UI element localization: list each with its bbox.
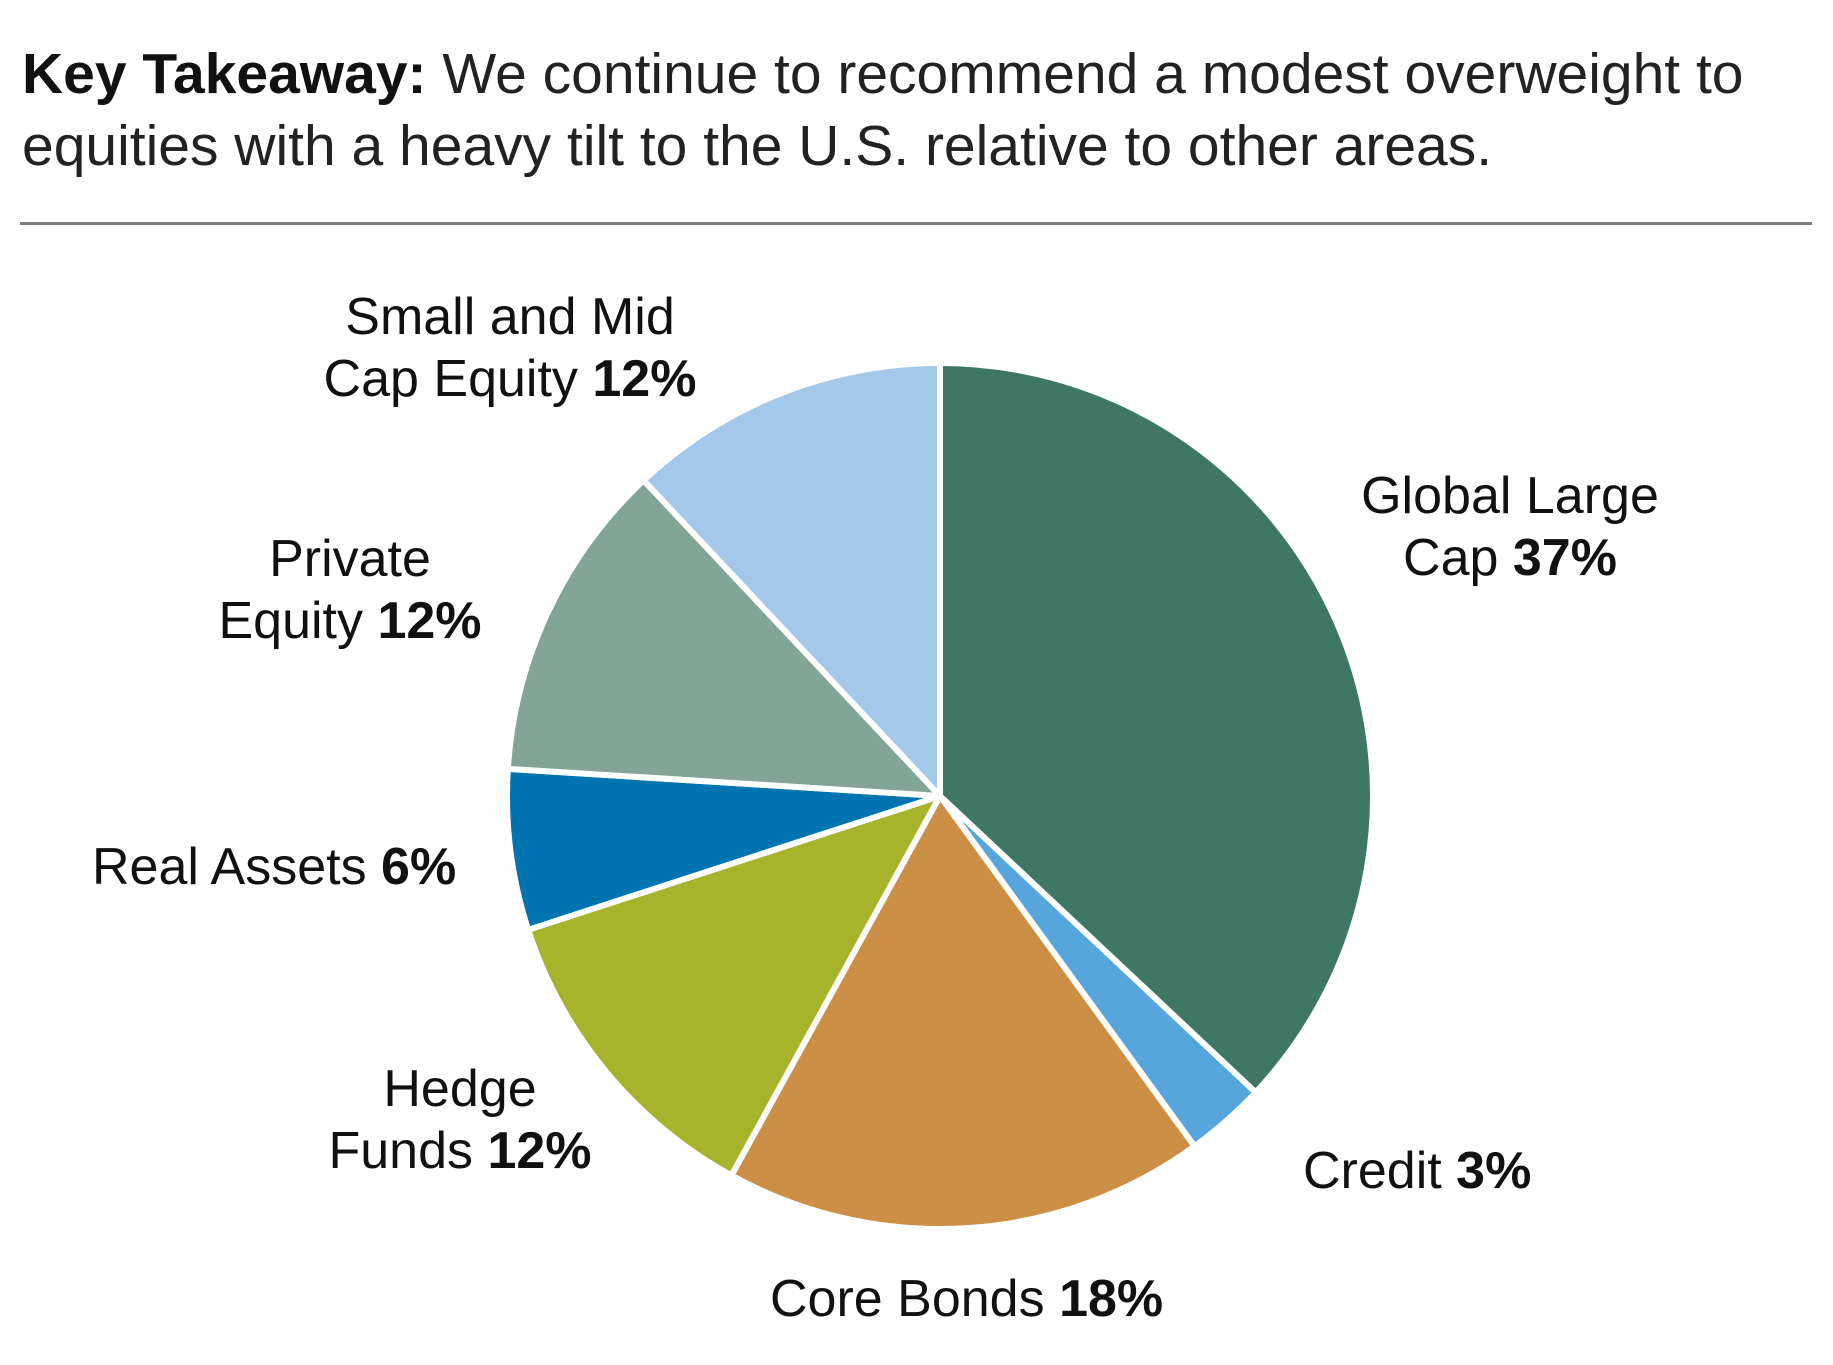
slice-label-hedge-funds: Hedge Funds 12% <box>280 1058 640 1182</box>
key-takeaway-text: We continue to recommend a modest overwe… <box>22 42 1744 178</box>
slice-label-global-large-cap: Global Large Cap 37% <box>1300 465 1720 589</box>
slice-label-percent: 18% <box>1059 1270 1164 1328</box>
slice-label-small-mid-cap-equity: Small and Mid Cap Equity 12% <box>290 286 730 410</box>
pie-slice-real-assets <box>504 765 943 933</box>
slice-label-percent: 12% <box>592 350 697 408</box>
divider <box>20 222 1812 225</box>
slice-label-name: Credit <box>1303 1142 1442 1200</box>
slice-label-line1: Small and Mid <box>345 288 675 346</box>
key-takeaway-lead: Key Takeaway: <box>22 42 427 106</box>
pie-slice-small-and-mid-cap-equity <box>640 360 943 799</box>
pie-slice-private-equity <box>504 477 943 799</box>
slice-label-line1: Private <box>269 530 431 588</box>
slice-label-real-assets: Real Assets 6% <box>92 836 456 898</box>
slice-label-percent: 12% <box>377 592 482 650</box>
slice-label-line1: Global Large <box>1361 467 1659 525</box>
pie-slice-core-bonds <box>728 793 1198 1232</box>
slice-label-core-bonds: Core Bonds 18% <box>770 1268 1163 1330</box>
pie-slice-hedge-funds <box>525 793 943 1179</box>
pie-slice-global-large-cap <box>937 360 1376 1096</box>
slice-label-name: Core Bonds <box>770 1270 1045 1328</box>
slice-label-percent: 12% <box>487 1122 592 1180</box>
slice-label-credit: Credit 3% <box>1303 1140 1531 1202</box>
slice-label-private-equity: Private Equity 12% <box>170 528 530 652</box>
slice-label-name: Cap Equity <box>323 350 578 408</box>
slice-label-name: Real Assets <box>92 838 367 896</box>
slice-label-percent: 6% <box>381 838 457 896</box>
slice-label-name: Funds <box>328 1122 473 1180</box>
slice-label-percent: 37% <box>1512 529 1617 587</box>
key-takeaway: Key Takeaway: We continue to recommend a… <box>22 38 1812 182</box>
slice-label-percent: 3% <box>1456 1142 1532 1200</box>
slice-label-line1: Hedge <box>383 1060 537 1118</box>
slice-label-name: Equity <box>218 592 363 650</box>
slice-label-name: Cap <box>1403 529 1499 587</box>
